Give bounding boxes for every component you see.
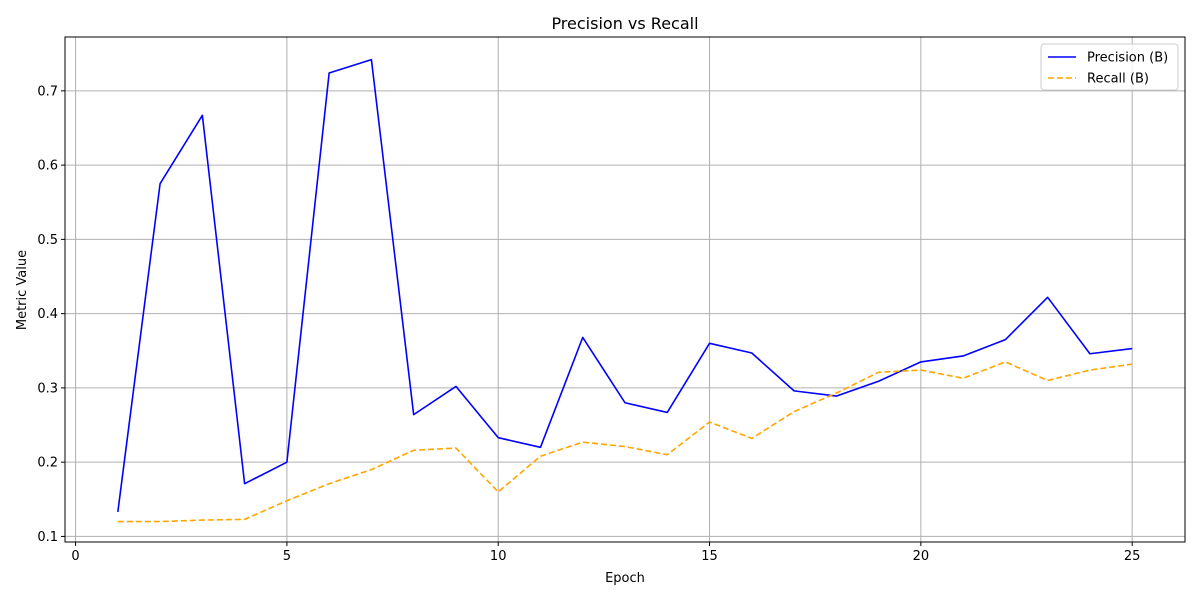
y-tick-label: 0.4 — [37, 307, 58, 322]
x-axis-title: Epoch — [605, 571, 645, 586]
legend-label: Recall (B) — [1087, 72, 1149, 87]
y-tick-label: 0.3 — [37, 381, 58, 396]
y-tick-label: 0.6 — [37, 159, 58, 174]
y-tick-label: 0.2 — [37, 456, 58, 471]
y-tick-label: 0.7 — [37, 84, 58, 99]
y-tick-label: 0.5 — [37, 233, 58, 248]
x-tick-label: 15 — [701, 549, 718, 564]
x-tick-label: 10 — [490, 549, 507, 564]
x-tick-label: 5 — [283, 549, 291, 564]
legend-label: Precision (B) — [1087, 51, 1168, 66]
legend: Precision (B) Recall (B) — [1040, 43, 1179, 91]
grid — [65, 37, 1185, 542]
y-axis-title: Metric Value — [15, 250, 30, 330]
series-line-precision — [117, 58, 1133, 513]
series-lines — [117, 58, 1133, 523]
axis-ticks: 0 5 10 15 20 25 0.1 0.2 0.3 0.4 0.5 0.6 0.7 — [37, 84, 1140, 564]
series-line-recall — [117, 361, 1133, 523]
x-tick-label: 0 — [71, 549, 79, 564]
plot-frame — [64, 36, 1186, 543]
chart-title: Precision vs Recall — [551, 14, 698, 33]
x-tick-label: 20 — [913, 549, 930, 564]
x-tick-label: 25 — [1124, 549, 1141, 564]
y-tick-label: 0.1 — [37, 530, 58, 545]
